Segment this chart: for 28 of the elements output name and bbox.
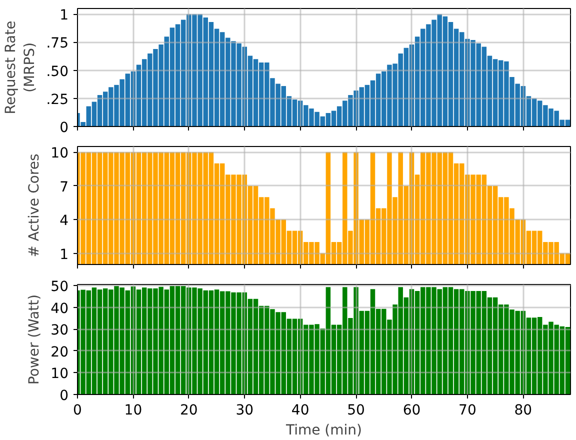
y-tick-label: 10 bbox=[50, 366, 69, 382]
y-axis-title: Request Rate (MRPS) bbox=[3, 20, 38, 114]
x-tick-label: 30 bbox=[236, 402, 254, 418]
y-tick-label: 0 bbox=[60, 388, 69, 404]
y-tick-label: 20 bbox=[50, 344, 69, 360]
x-axis-title: Time (min) bbox=[284, 422, 362, 438]
y-tick-label: 7 bbox=[60, 179, 69, 196]
x-tick-label: 20 bbox=[180, 402, 198, 418]
x-tick-label: 10 bbox=[124, 402, 142, 418]
y-tick-label: .75 bbox=[46, 36, 68, 52]
x-tick-label: 0 bbox=[73, 402, 82, 418]
x-tick-label: 70 bbox=[458, 402, 476, 418]
y-tick-label: 4 bbox=[60, 213, 69, 230]
y-tick-label: 30 bbox=[50, 322, 69, 339]
y-tick-label: 10 bbox=[50, 146, 69, 162]
y-tick-label: 50 bbox=[50, 279, 69, 296]
y-tick-label: 1 bbox=[60, 8, 69, 24]
y-tick-label: .50 bbox=[46, 64, 68, 80]
x-tick-label: 60 bbox=[402, 402, 421, 418]
y-tick-label: 40 bbox=[50, 300, 69, 317]
y-tick-label: 1 bbox=[60, 246, 69, 263]
y-axis-title: Power (Watt) bbox=[26, 294, 43, 385]
y-tick-label: .25 bbox=[46, 92, 68, 108]
x-tick-label: 40 bbox=[291, 402, 310, 418]
y-axis-title: # Active Cores bbox=[26, 154, 43, 258]
y-tick-label: 0 bbox=[60, 120, 69, 136]
x-tick-label: 80 bbox=[514, 402, 532, 418]
x-tick-label: 50 bbox=[347, 402, 365, 418]
